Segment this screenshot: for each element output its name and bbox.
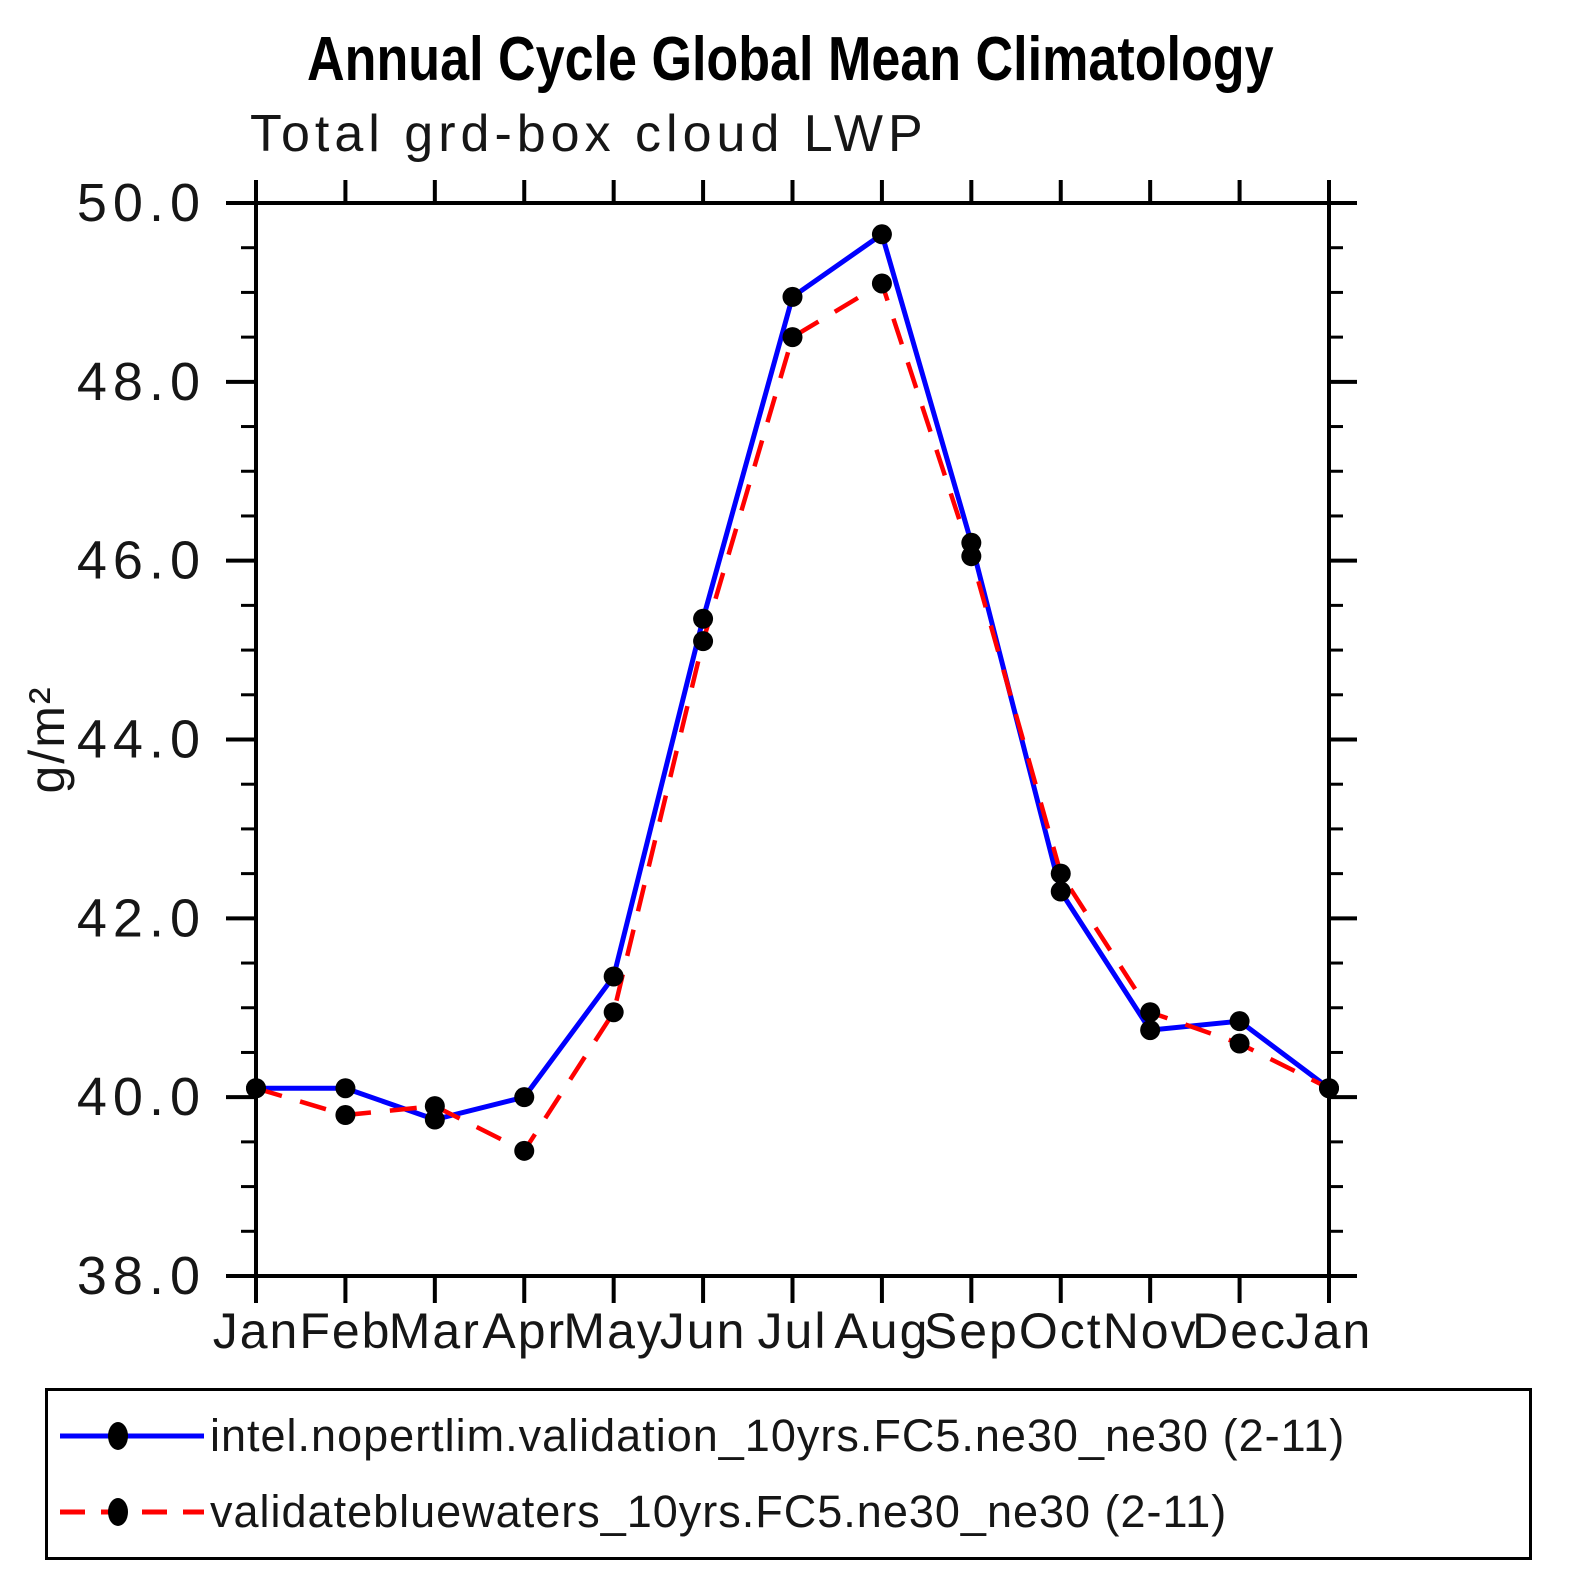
chart-subtitle: Total grd-box cloud LWP (250, 105, 928, 163)
legend-row-series-1: intel.nopertlim.validation_10yrs.FC5.ne3… (48, 1403, 1529, 1469)
x-tick-label: Nov (1103, 1303, 1198, 1359)
series-line-2 (255, 280, 1331, 1154)
legend-label-series-2: validatebluewaters_10yrs.FC5.ne30_ne30 (… (210, 1486, 1228, 1537)
data-point-series-2 (961, 546, 982, 567)
x-tick-label: Jul (758, 1303, 828, 1359)
x-tick-label: Mar (389, 1303, 481, 1359)
data-point-series-2 (603, 1002, 624, 1023)
y-tick-label: 46.0 (77, 531, 206, 591)
legend-row-series-2: validatebluewaters_10yrs.FC5.ne30_ne30 (… (48, 1479, 1529, 1545)
data-point-series-1 (1050, 881, 1071, 902)
chart-title-text: Annual Cycle Global Mean Climatology (306, 25, 1274, 94)
data-point-series-2 (514, 1140, 535, 1161)
data-point-series-1 (782, 286, 803, 307)
x-tick-label: Jun (660, 1303, 747, 1359)
series-line-1 (256, 230, 1331, 1123)
y-tick-label: 44.0 (77, 710, 206, 770)
data-point-series-1 (1140, 1020, 1161, 1041)
legend-dashed-line-marker-icon (60, 1498, 204, 1526)
data-point-series-2 (424, 1096, 445, 1117)
legend-solid-line-marker-icon (60, 1422, 204, 1450)
x-tick-label: Jan (1286, 1303, 1373, 1359)
x-tick-label: Sep (924, 1303, 1019, 1359)
x-tick-label: Oct (1019, 1303, 1103, 1359)
y-tick-label: 42.0 (77, 888, 206, 948)
data-point-series-2 (246, 1078, 266, 1099)
data-point-series-2 (693, 631, 714, 652)
data-point-series-1 (603, 966, 624, 987)
data-point-series-2 (1140, 1002, 1161, 1023)
data-point-series-2 (782, 327, 803, 348)
y-tick-label: 38.0 (77, 1246, 206, 1306)
legend-label-series-1: intel.nopertlim.validation_10yrs.FC5.ne3… (210, 1410, 1346, 1461)
data-point-series-2 (1319, 1078, 1339, 1099)
x-tick-label: Jan (213, 1303, 300, 1359)
x-tick-label: Feb (299, 1303, 391, 1359)
data-point-series-1 (871, 224, 892, 245)
data-point-series-1 (335, 1078, 356, 1099)
y-tick-label: 50.0 (77, 173, 206, 233)
y-tick-label: 40.0 (77, 1067, 206, 1127)
legend-box: intel.nopertlim.validation_10yrs.FC5.ne3… (45, 1388, 1532, 1560)
legend-dot-icon (108, 1422, 128, 1450)
y-tick-label: 48.0 (77, 352, 206, 412)
data-point-series-2 (1050, 863, 1071, 884)
x-tick-label: Apr (482, 1303, 566, 1359)
x-tick-label: Aug (834, 1303, 929, 1359)
x-tick-label: Dec (1192, 1303, 1287, 1359)
data-point-series-1 (514, 1087, 535, 1108)
data-point-series-2 (871, 273, 892, 294)
chart-title: Annual Cycle Global Mean Climatology (0, 24, 1580, 96)
legend-dot-icon (108, 1498, 128, 1526)
x-tick-label: May (563, 1303, 663, 1359)
data-point-series-1 (693, 608, 714, 629)
data-point-series-1 (1229, 1011, 1250, 1032)
data-point-series-2 (335, 1105, 356, 1126)
y-axis-label: g/m² (19, 686, 75, 794)
data-point-series-2 (1229, 1033, 1250, 1054)
